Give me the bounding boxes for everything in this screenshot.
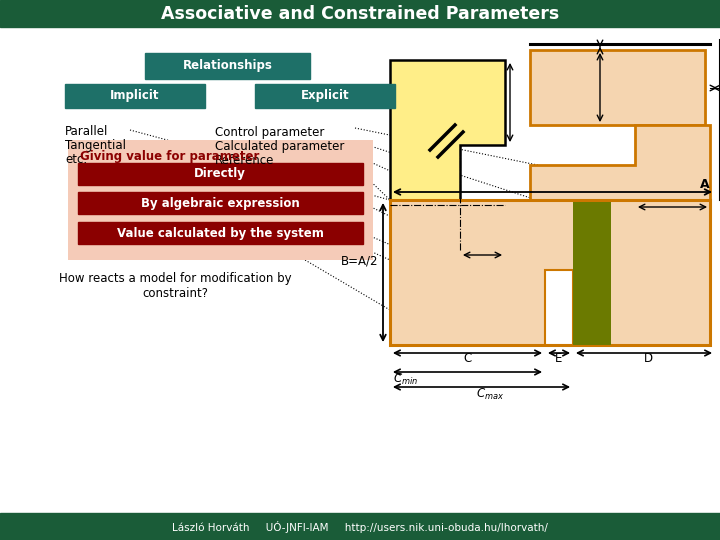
Text: Associative and Constrained Parameters: Associative and Constrained Parameters [161, 5, 559, 23]
Text: Giving value for parameter: Giving value for parameter [80, 150, 259, 163]
Text: etc.: etc. [65, 153, 87, 166]
Text: Directly: Directly [194, 167, 246, 180]
Text: Value calculated by the system: Value calculated by the system [117, 226, 323, 240]
Text: Calculated parameter: Calculated parameter [215, 140, 344, 153]
Bar [78, 222, 363, 244]
Text: C: C [463, 352, 471, 365]
Bar [390, 200, 710, 345]
Text: $C_{min}$: $C_{min}$ [393, 372, 418, 387]
Text: B=A/2: B=A/2 [341, 254, 378, 267]
Bar [573, 202, 611, 345]
Text: László Horváth     UÓ-JNFI-IAM     http://users.nik.uni-obuda.hu/lhorvath/: László Horváth UÓ-JNFI-IAM http://users.… [172, 521, 548, 533]
Text: E: E [555, 352, 563, 365]
Bar [530, 50, 705, 125]
Bar [78, 163, 363, 185]
Text: Explicit: Explicit [301, 90, 349, 103]
Text: Control parameter: Control parameter [215, 126, 325, 139]
Bar [0, 0, 720, 27]
Text: Tangential: Tangential [65, 139, 126, 152]
Bar [78, 192, 363, 214]
Bar [65, 84, 205, 108]
Text: A: A [700, 178, 710, 191]
Text: Implicit: Implicit [110, 90, 160, 103]
Text: Relationships: Relationships [183, 59, 272, 72]
Text: How reacts a model for modification by
constraint?: How reacts a model for modification by c… [59, 272, 292, 300]
Text: Reference: Reference [215, 154, 274, 167]
Bar [0, 513, 720, 540]
Bar [255, 84, 395, 108]
Polygon shape [530, 125, 710, 200]
Polygon shape [390, 60, 505, 250]
Bar [545, 270, 573, 345]
Text: Parallel: Parallel [65, 125, 109, 138]
Text: $C_{max}$: $C_{max}$ [476, 387, 504, 402]
Bar [145, 53, 310, 79]
Bar [68, 140, 373, 260]
Text: By algebraic expression: By algebraic expression [140, 197, 300, 210]
Text: D: D [644, 352, 652, 365]
